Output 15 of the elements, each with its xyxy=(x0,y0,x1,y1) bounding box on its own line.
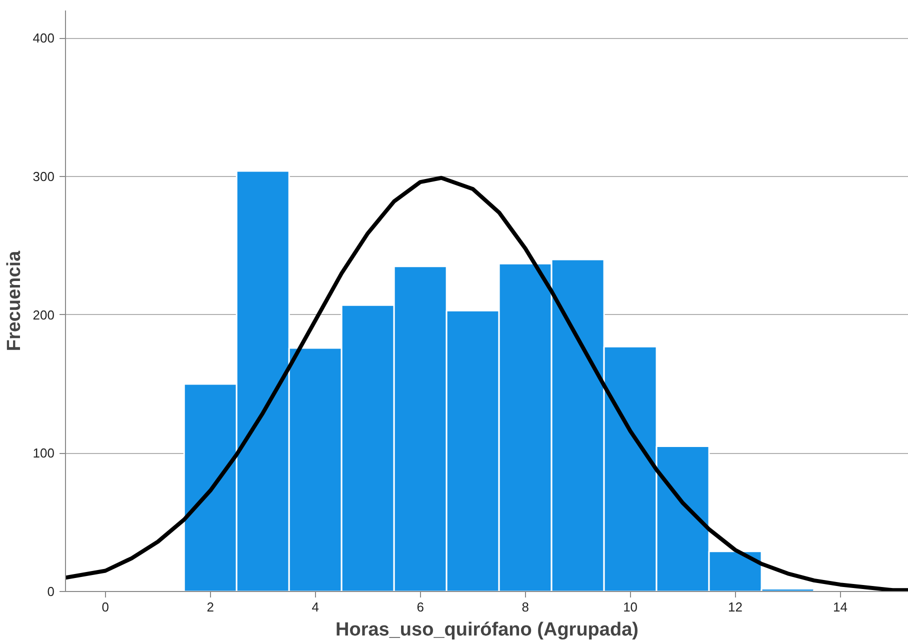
x-tick-label: 14 xyxy=(833,600,848,614)
x-tick-label: 4 xyxy=(312,600,319,614)
x-tick-label: 0 xyxy=(102,600,110,614)
y-tick-label: 400 xyxy=(32,30,55,46)
y-tick-label: 200 xyxy=(32,307,55,322)
x-tick-label: 12 xyxy=(728,600,743,614)
x-tick-label: 6 xyxy=(416,600,424,614)
y-tick-label: 100 xyxy=(32,446,55,461)
x-tick-label: 10 xyxy=(623,600,638,614)
y-tick-label: 0 xyxy=(47,584,55,599)
x-axis-title: Horas_uso_quirófano (Agrupada) xyxy=(336,620,638,640)
x-tick-label: 2 xyxy=(206,600,214,614)
y-axis-title: Frecuencia xyxy=(4,250,25,352)
y-tick-label: 300 xyxy=(32,169,55,184)
x-tick-label: 8 xyxy=(522,600,529,614)
